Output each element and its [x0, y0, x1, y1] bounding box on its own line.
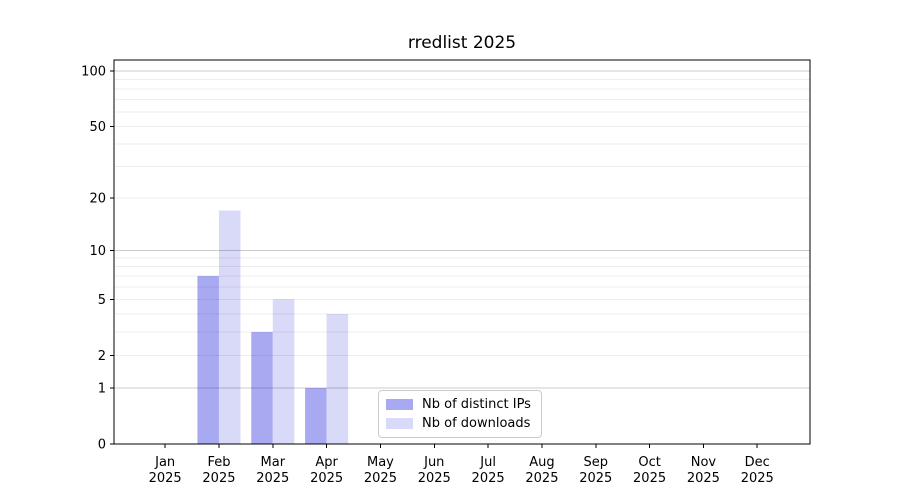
x-tick-label-year-jun: 2025 — [418, 471, 451, 486]
x-tick-label-year-jul: 2025 — [472, 471, 505, 486]
x-tick-label-year-oct: 2025 — [633, 471, 666, 486]
x-tick-label-year-feb: 2025 — [202, 471, 235, 486]
x-tick-label-year-nov: 2025 — [687, 471, 720, 486]
y-tick-label-2: 2 — [98, 349, 106, 364]
bar-feb-nb-of-downloads — [218, 210, 241, 444]
bar-apr-nb-of-downloads — [326, 313, 349, 444]
x-tick-label-month-sep: Sep — [584, 455, 609, 470]
legend-label-distinct-ips: Nb of distinct IPs — [422, 397, 531, 412]
chart-title: rredlist 2025 — [407, 33, 517, 53]
x-tick-label-year-mar: 2025 — [256, 471, 289, 486]
x-tick-label-year-apr: 2025 — [310, 471, 343, 486]
x-tick-label-month-jan: Jan — [154, 455, 175, 470]
bar-mar-nb-of-distinct-ips — [251, 332, 273, 444]
x-tick-label-month-aug: Aug — [529, 455, 554, 470]
bar-mar-nb-of-downloads — [272, 299, 295, 444]
x-tick-label-month-nov: Nov — [691, 455, 717, 470]
legend-swatch-downloads — [386, 418, 413, 429]
bar-apr-nb-of-distinct-ips — [305, 388, 327, 444]
x-tick-label-year-aug: 2025 — [525, 471, 558, 486]
x-tick-label-month-jun: Jun — [423, 455, 444, 470]
x-tick-label-year-may: 2025 — [364, 471, 397, 486]
y-tick-label-50: 50 — [89, 120, 106, 135]
plot-border — [113, 59, 811, 445]
y-tick-label-100: 100 — [81, 65, 106, 80]
y-tick-label-10: 10 — [89, 244, 106, 259]
x-tick-label-month-feb: Feb — [207, 455, 230, 470]
y-tick-label-20: 20 — [89, 192, 106, 207]
x-tick-label-month-oct: Oct — [638, 455, 660, 470]
y-tick-label-1: 1 — [98, 382, 106, 397]
legend-item-distinct-ips: Nb of distinct IPs — [386, 397, 531, 412]
x-tick-label-month-mar: Mar — [261, 455, 286, 470]
x-tick-label-month-may: May — [367, 455, 394, 470]
x-tick-label-year-dec: 2025 — [741, 471, 774, 486]
x-tick-label-year-sep: 2025 — [579, 471, 612, 486]
legend-item-downloads: Nb of downloads — [386, 416, 531, 431]
legend-swatch-distinct-ips — [386, 399, 413, 410]
y-tick-label-5: 5 — [98, 293, 106, 308]
y-tick-label-0: 0 — [98, 438, 106, 453]
legend: Nb of distinct IPs Nb of downloads — [378, 390, 542, 438]
x-tick-label-year-jan: 2025 — [149, 471, 182, 486]
x-tick-label-month-dec: Dec — [745, 455, 770, 470]
x-tick-label-month-jul: Jul — [479, 455, 496, 470]
bar-feb-nb-of-distinct-ips — [197, 276, 219, 444]
legend-label-downloads: Nb of downloads — [422, 416, 531, 431]
x-tick-label-month-apr: Apr — [315, 455, 338, 470]
